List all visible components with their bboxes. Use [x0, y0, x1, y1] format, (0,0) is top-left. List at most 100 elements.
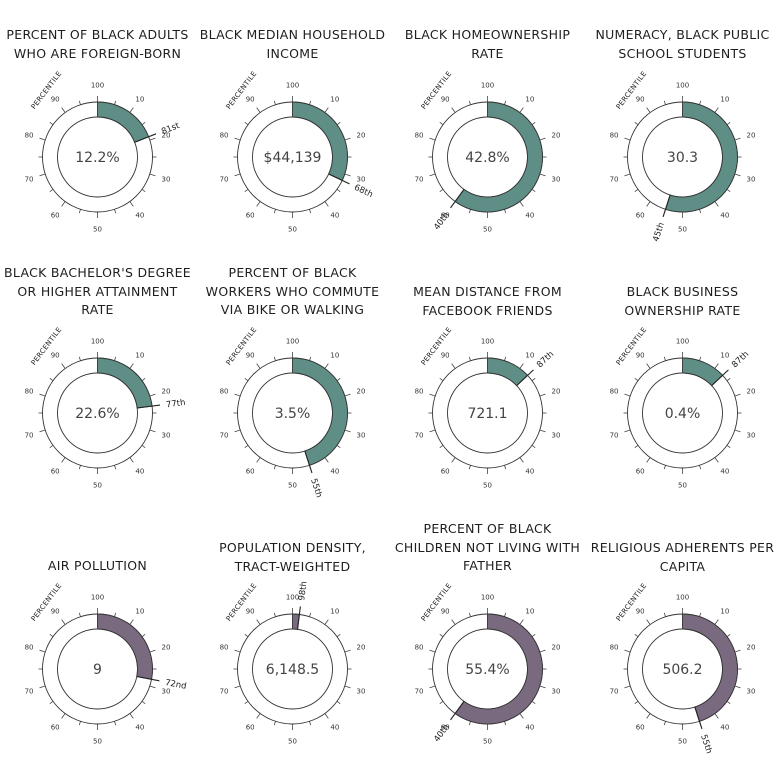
dial-title: BLACK BACHELOR'S DEGREE OR HIGHER ATTAIN… — [4, 265, 191, 317]
dial-title: BLACK HOMEOWNERSHIP RATE — [404, 27, 571, 61]
percentile-axis-label: PERCENTILE — [420, 582, 454, 623]
dial-tick-label: 30 — [357, 432, 366, 440]
dial-tick-label: 40 — [330, 724, 339, 732]
dial-tick — [699, 100, 702, 105]
dial-title: RELIGIOUS ADHERENTS PER CAPITA — [590, 540, 775, 574]
dial-tick — [336, 377, 341, 381]
dial-tick — [273, 612, 276, 617]
dial-tick-label: 20 — [552, 643, 561, 651]
dial-tick — [244, 633, 249, 637]
dial-tick-label: 60 — [246, 724, 255, 732]
dial-tick-label: 60 — [636, 724, 645, 732]
dial-tick — [634, 189, 639, 193]
dial-center-value: 22.6% — [75, 406, 119, 422]
dial-tick — [646, 619, 651, 625]
dial-tick-label: 70 — [220, 176, 229, 184]
dial-tick-label: 80 — [25, 131, 34, 139]
dial-tick — [714, 713, 719, 719]
dial-tick — [309, 356, 312, 361]
percentile-dial: BLACK BUSINESS OWNERSHIP RATE 100 10 20 30 40… — [585, 254, 780, 508]
dial-tick — [39, 649, 46, 653]
dial-tick — [429, 393, 436, 397]
dial-tick — [234, 429, 241, 433]
dial-tick — [699, 612, 702, 617]
dial-tick — [468, 612, 471, 617]
dial-tick — [344, 137, 351, 141]
dial-title: PERCENT OF BLACK WORKERS WHO COMMUTE VIA… — [205, 265, 380, 317]
dial-tick — [439, 445, 444, 449]
dial-tick — [539, 137, 546, 141]
dial-tick — [324, 713, 329, 719]
dial-tick-label: 40 — [525, 212, 534, 220]
dial-tick-label: 90 — [441, 351, 450, 359]
dial-tick-label: 10 — [525, 95, 534, 103]
dial-tick — [273, 465, 276, 470]
dial-tick — [309, 100, 312, 105]
dial-center-value: 6,148.5 — [266, 662, 319, 678]
dial-tick — [734, 137, 741, 141]
dial-tick-label: 90 — [51, 95, 60, 103]
dial-tick — [531, 377, 536, 381]
dial-value-arc — [97, 101, 150, 143]
dial-tick — [624, 685, 631, 689]
dial-tick-label: 80 — [610, 643, 619, 651]
dial-tick-label: 50 — [93, 226, 102, 234]
dial-tick — [429, 429, 436, 433]
dial-tick — [273, 209, 276, 214]
dial-tick — [663, 721, 666, 726]
dial-tick-label: 70 — [415, 176, 424, 184]
percentile-dial: POPULATION DENSITY, TRACT-WEIGHTED 100 10 2… — [195, 508, 390, 762]
dial-tick — [624, 429, 631, 433]
dial-tick — [39, 393, 46, 397]
dial-tick — [451, 107, 456, 113]
percentile-axis-label: PERCENTILE — [615, 326, 649, 367]
percentile-dial: PERCENT OF BLACK ADULTS WHO ARE FOREIGN-… — [0, 0, 195, 254]
percentile-dial: BLACK HOMEOWNERSHIP RATE 100 10 20 30 40 50 60 7… — [390, 0, 585, 254]
dial-tick-label: 100 — [286, 338, 299, 346]
percentile-rank-label: 81st — [160, 121, 182, 137]
percentile-marker — [136, 675, 160, 682]
dial-tick-label: 10 — [135, 607, 144, 615]
percentile-rank-label: 72nd — [164, 678, 187, 692]
dial-tick-label: 70 — [220, 432, 229, 440]
dial-tick — [429, 137, 436, 141]
dial-tick-label: 30 — [552, 688, 561, 696]
dial-tick — [519, 713, 524, 719]
dial-tick — [429, 173, 436, 177]
dial-tick — [324, 201, 329, 207]
dial-tick-label: 50 — [483, 738, 492, 746]
dial-tick-label: 20 — [747, 131, 756, 139]
dial-tick-label: 60 — [441, 212, 450, 220]
dial-tick — [141, 121, 146, 125]
dial-tick — [234, 137, 241, 141]
dial-tick — [451, 363, 456, 369]
dial-tick — [273, 721, 276, 726]
dial-tick-label: 10 — [720, 351, 729, 359]
percentile-marker — [450, 189, 465, 209]
dial-tick-label: 20 — [747, 387, 756, 395]
percentile-dial: BLACK BACHELOR'S DEGREE OR HIGHER ATTAIN… — [0, 254, 195, 508]
percentile-rank-label: 55th — [308, 477, 324, 499]
dial-tick-label: 10 — [330, 607, 339, 615]
percentile-axis-label: PERCENTILE — [225, 326, 259, 367]
dial-tick — [344, 685, 351, 689]
dial-tick-label: 90 — [51, 607, 60, 615]
dial-tick-label: 70 — [610, 688, 619, 696]
dial-tick — [468, 465, 471, 470]
dial-tick-label: 20 — [747, 643, 756, 651]
dial-tick — [309, 612, 312, 617]
dial-tick — [39, 137, 46, 141]
dial-tick-label: 100 — [286, 594, 299, 602]
dial-tick — [439, 701, 444, 705]
dial-title: POPULATION DENSITY, TRACT-WEIGHTED — [219, 540, 366, 574]
dial-tick — [439, 121, 444, 125]
dial-tick — [344, 649, 351, 653]
dial-tick — [663, 612, 666, 617]
dial-tick — [114, 209, 117, 214]
dial-tick-label: 80 — [415, 387, 424, 395]
dial-tick — [273, 356, 276, 361]
